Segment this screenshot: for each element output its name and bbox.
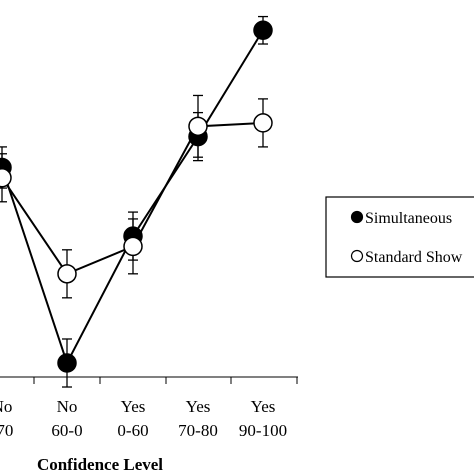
x-axis-title: Confidence Level [37, 455, 163, 474]
x-tick-label-4-line1: Yes [251, 397, 276, 416]
data-point-1-4 [253, 113, 273, 133]
x-tick-labels: No -70 No 60-0 Yes 0-60 Yes 70-80 Yes 90-100 [0, 397, 287, 440]
legend-marker-standard-show [350, 249, 364, 263]
x-tick-label-2-line2: 0-60 [117, 421, 148, 440]
data-point-0-4 [253, 20, 273, 41]
x-tick-label-3-line2: 70-80 [178, 421, 218, 440]
series-0 [0, 15, 273, 388]
legend-box [325, 196, 474, 278]
legend-label-simultaneous: Simultaneous [365, 210, 452, 227]
data-point-1-3 [188, 116, 208, 137]
data-point-1-2 [123, 236, 143, 257]
legend: Simultaneous Standard Show [325, 196, 474, 278]
data-point-1-0 [0, 168, 12, 188]
x-tick-label-0-line1: No [0, 397, 12, 416]
x-tick-label-0-line2: -70 [0, 421, 13, 440]
x-axis [0, 376, 298, 384]
x-tick-label-3-line1: Yes [186, 397, 211, 416]
x-tick-label-1-line2: 60-0 [51, 421, 82, 440]
x-tick-label-1-line1: No [57, 397, 78, 416]
series-line-0 [1, 29, 264, 366]
legend-marker-simultaneous [350, 210, 364, 224]
legend-label-standard-show: Standard Show [365, 249, 463, 266]
data-point-1-1 [57, 264, 77, 284]
x-tick-label-4-line2: 90-100 [239, 421, 287, 440]
data-point-0-1 [57, 353, 77, 373]
plot-area [0, 15, 273, 388]
series-1 [0, 94, 273, 299]
x-tick-label-2-line1: Yes [121, 397, 146, 416]
